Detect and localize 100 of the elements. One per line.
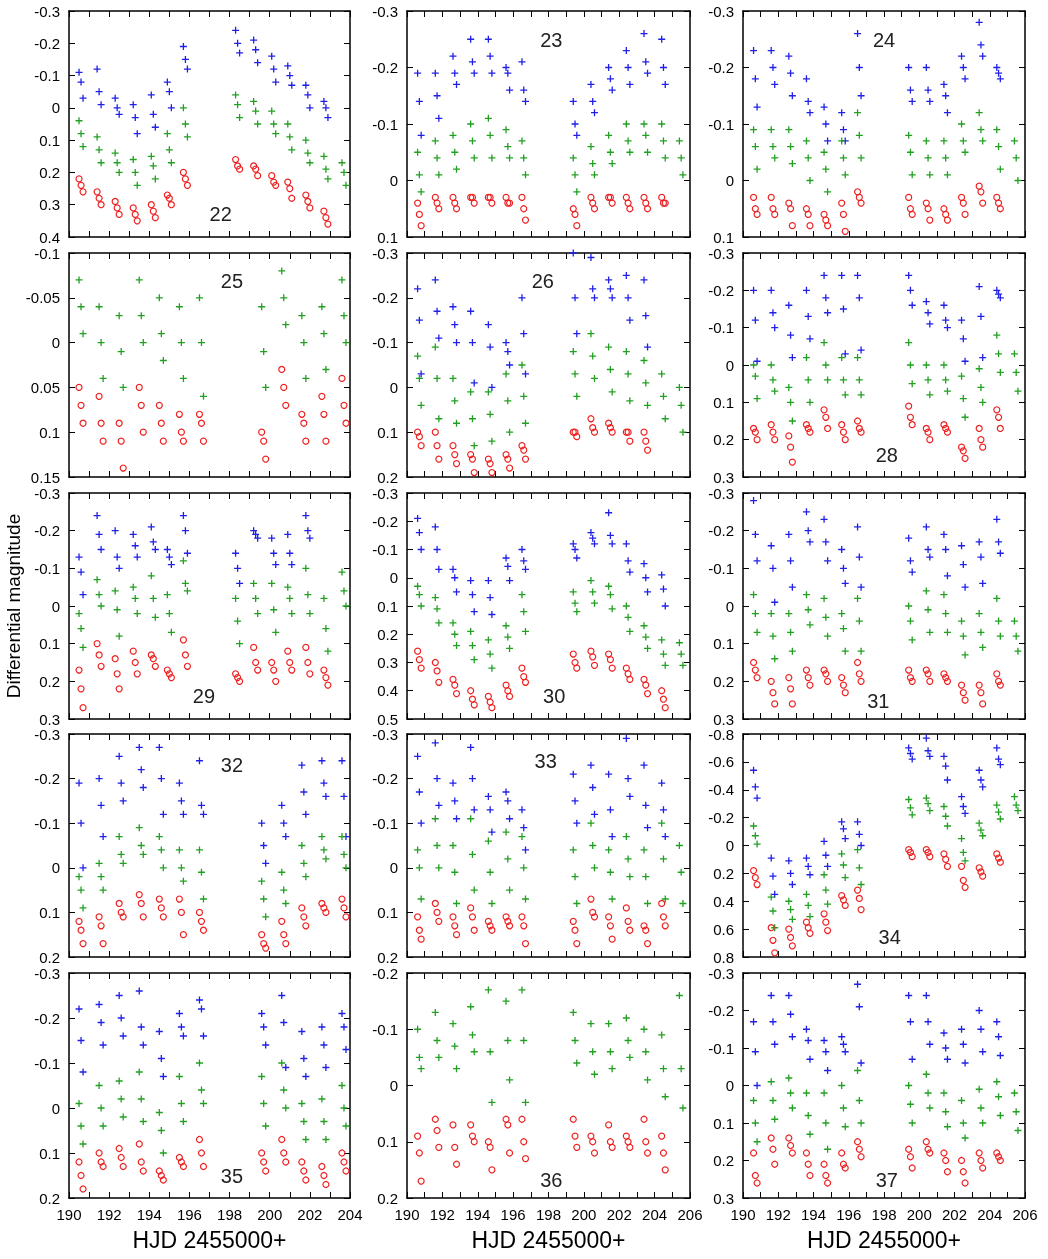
point xyxy=(623,369,633,379)
point xyxy=(163,666,171,674)
point xyxy=(640,1115,648,1123)
point xyxy=(95,913,103,921)
point xyxy=(753,880,761,889)
y-tick-label: -0.1 xyxy=(372,1020,398,1038)
point xyxy=(959,1118,968,1128)
point xyxy=(253,119,262,129)
point xyxy=(978,782,987,792)
point xyxy=(855,375,864,385)
point xyxy=(487,153,497,163)
point xyxy=(841,227,849,235)
point xyxy=(751,1118,760,1128)
point xyxy=(587,193,595,202)
point xyxy=(342,913,350,921)
point xyxy=(590,205,599,213)
point xyxy=(505,885,514,895)
point xyxy=(820,666,828,674)
point xyxy=(752,628,762,637)
point xyxy=(195,845,204,855)
point xyxy=(976,125,986,134)
point xyxy=(977,188,985,196)
point xyxy=(960,856,970,865)
point xyxy=(960,413,970,422)
point xyxy=(678,170,688,179)
point xyxy=(520,673,528,681)
y-tick-label: -0.3 xyxy=(34,484,60,502)
point xyxy=(303,148,312,158)
point xyxy=(431,658,439,667)
point xyxy=(572,1058,581,1068)
point xyxy=(824,1179,832,1187)
point xyxy=(260,1158,268,1166)
point xyxy=(97,201,105,209)
point xyxy=(819,1036,829,1045)
point xyxy=(658,899,666,908)
point xyxy=(76,885,86,895)
point xyxy=(994,854,1003,862)
point xyxy=(657,778,666,788)
point xyxy=(942,210,950,218)
point xyxy=(939,360,949,370)
point xyxy=(823,375,832,385)
point xyxy=(959,447,967,455)
point xyxy=(979,872,987,880)
point xyxy=(940,850,948,858)
point xyxy=(804,375,813,385)
point xyxy=(74,1004,84,1014)
point xyxy=(137,1158,145,1166)
point xyxy=(470,926,478,934)
point xyxy=(570,170,580,179)
point xyxy=(117,1094,126,1104)
point xyxy=(197,1004,206,1014)
point xyxy=(959,199,967,207)
point xyxy=(259,1022,268,1032)
point xyxy=(922,360,931,370)
point xyxy=(786,933,795,942)
y-tick-label: -0.1 xyxy=(34,244,60,262)
annotation: 29 xyxy=(192,685,216,708)
y-tick-label: 0.4 xyxy=(377,682,398,700)
point xyxy=(856,345,866,355)
point xyxy=(824,424,832,433)
point xyxy=(319,778,329,788)
point xyxy=(623,854,633,864)
point xyxy=(979,199,987,207)
point xyxy=(133,552,142,562)
point xyxy=(157,419,165,427)
point xyxy=(448,1019,458,1028)
point xyxy=(470,153,479,163)
point xyxy=(95,1149,103,1157)
point xyxy=(975,424,983,433)
point xyxy=(569,845,578,855)
point xyxy=(305,103,315,113)
point xyxy=(262,455,270,463)
x-tick-label: 202 xyxy=(941,1206,968,1223)
point xyxy=(435,205,443,213)
point xyxy=(786,1088,795,1098)
point xyxy=(941,1043,950,1053)
point xyxy=(993,850,1001,858)
annotation: 31 xyxy=(867,689,890,712)
point xyxy=(149,161,158,171)
y-tick-label: 0.1 xyxy=(39,903,60,921)
point xyxy=(414,428,422,436)
y-tick-label: 0.3 xyxy=(713,468,734,486)
point xyxy=(135,1067,144,1077)
point xyxy=(78,142,88,151)
point xyxy=(922,586,931,596)
point xyxy=(231,90,240,100)
point xyxy=(434,333,443,343)
point xyxy=(856,583,866,592)
point xyxy=(622,1013,631,1023)
y-tick-label: 0.1 xyxy=(377,423,398,441)
point xyxy=(341,863,351,872)
point xyxy=(322,1180,330,1189)
point xyxy=(235,48,244,58)
point xyxy=(484,985,493,995)
point xyxy=(322,673,330,682)
point xyxy=(305,158,315,167)
point xyxy=(839,860,848,870)
point xyxy=(177,796,186,806)
point xyxy=(855,616,864,626)
point xyxy=(432,307,442,316)
